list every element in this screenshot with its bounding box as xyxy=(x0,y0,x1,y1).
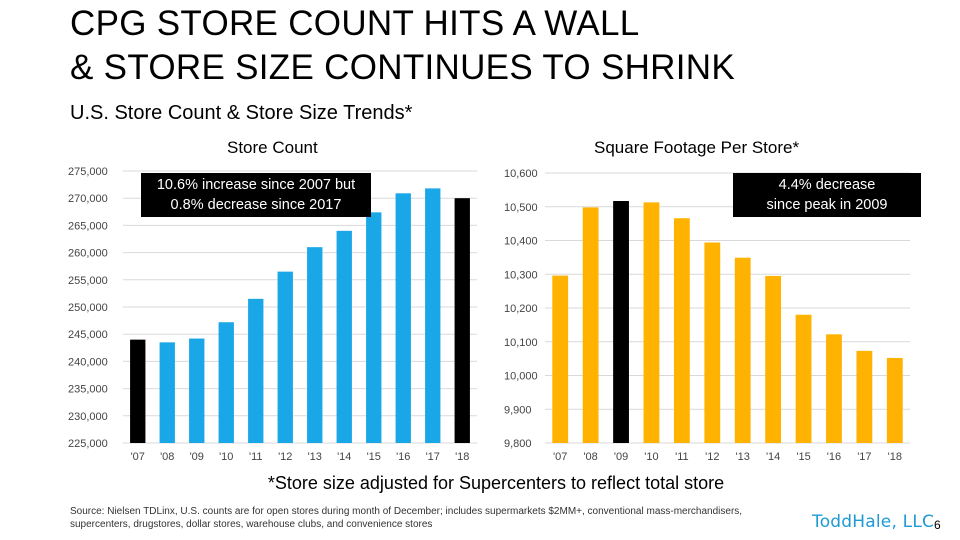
footnote: *Store size adjusted for Supercenters to… xyxy=(267,473,725,493)
store-count-y-tick-label: 245,000 xyxy=(68,329,108,341)
store-count-chart: 225,000 230,000 235,000 240,000 245,000 250,0… xyxy=(68,166,477,463)
square-footage-x-tick-label: '09 xyxy=(614,451,628,463)
store-count-y-tick-label: 260,000 xyxy=(68,248,108,260)
square-footage-x-tick-label: '18 xyxy=(888,451,902,463)
square-footage-y-tick-label: 9,900 xyxy=(504,404,532,416)
store-count-chart-title: Store Count xyxy=(227,138,318,157)
square-footage-x-tick-label: '10 xyxy=(644,451,658,463)
square-footage-bar-4 xyxy=(673,218,690,443)
store-count-x-tick-label: '16 xyxy=(396,451,410,463)
store-count-callout-line1: 10.6% increase since 2007 but xyxy=(156,177,356,193)
square-footage-y-tick-label: 10,200 xyxy=(504,303,538,315)
store-count-bar-7 xyxy=(336,230,352,443)
square-footage-x-tick-label: '16 xyxy=(827,451,841,463)
store-count-bar-3 xyxy=(218,322,234,443)
store-count-bar-11 xyxy=(454,198,470,443)
store-count-x-tick-label: '09 xyxy=(190,451,204,463)
store-count-bar-5 xyxy=(277,271,293,443)
slide-subtitle: U.S. Store Count & Store Size Trends* xyxy=(70,102,413,124)
store-count-x-tick-label: '17 xyxy=(426,451,440,463)
store-count-bar-2 xyxy=(189,338,205,443)
store-count-callout-line2: 0.8% decrease since 2017 xyxy=(170,197,342,213)
store-count-y-tick-label: 240,000 xyxy=(68,356,108,368)
square-footage-callout-line1: 4.4% decrease xyxy=(778,177,876,193)
store-count-y-tick-label: 225,000 xyxy=(68,438,108,450)
store-count-x-tick-label: '15 xyxy=(367,451,381,463)
square-footage-y-tick-label: 10,400 xyxy=(504,236,538,248)
square-footage-bar-5 xyxy=(704,242,721,443)
slide-title-line2: & STORE SIZE CONTINUES TO SHRINK xyxy=(70,48,735,87)
square-footage-bar-0 xyxy=(552,275,569,443)
store-count-x-tick-label: '14 xyxy=(337,451,351,463)
store-count-x-tick-label: '10 xyxy=(219,451,233,463)
square-footage-bar-3 xyxy=(643,202,660,443)
square-footage-chart: 9,800 9,900 10,000 10,100 10,200 10,300 10,400… xyxy=(504,168,910,463)
source-note: Source: Nielsen TDLinx, U.S. counts are … xyxy=(70,506,743,530)
square-footage-y-tick-label: 10,300 xyxy=(504,269,538,281)
store-count-y-tick-label: 275,000 xyxy=(68,166,108,178)
square-footage-callout: 4.4% decrease since peak in 2009 xyxy=(733,173,921,217)
square-footage-x-tick-label: '13 xyxy=(736,451,750,463)
store-count-y-tick-label: 235,000 xyxy=(68,384,108,396)
square-footage-y-tick-label: 10,600 xyxy=(504,168,538,180)
store-count-bar-10 xyxy=(425,188,441,443)
square-footage-bar-8 xyxy=(795,314,812,443)
square-footage-y-tick-label: 10,500 xyxy=(504,202,538,214)
square-footage-x-tick-label: '07 xyxy=(553,451,567,463)
square-footage-y-tick-label: 10,000 xyxy=(504,371,538,383)
square-footage-y-tick-label: 9,800 xyxy=(504,438,532,450)
store-count-x-tick-label: '18 xyxy=(455,451,469,463)
page-number: 6 xyxy=(934,518,941,532)
store-count-x-tick-label: '13 xyxy=(308,451,322,463)
square-footage-x-tick-label: '17 xyxy=(857,451,871,463)
store-count-bar-0 xyxy=(130,339,146,443)
square-footage-bar-6 xyxy=(734,257,751,443)
store-count-x-tick-label: '12 xyxy=(278,451,292,463)
store-count-x-tick-label: '08 xyxy=(160,451,174,463)
square-footage-bar-7 xyxy=(765,275,782,443)
store-count-bar-6 xyxy=(307,247,323,443)
square-footage-x-tick-label: '14 xyxy=(766,451,780,463)
square-footage-x-tick-label: '08 xyxy=(583,451,597,463)
store-count-y-tick-label: 255,000 xyxy=(68,275,108,287)
store-count-callout: 10.6% increase since 2007 but 0.8% decre… xyxy=(141,173,371,217)
square-footage-callout-line2: since peak in 2009 xyxy=(766,197,888,213)
square-footage-bar-2 xyxy=(613,201,629,443)
store-count-y-tick-label: 265,000 xyxy=(68,220,108,232)
square-footage-bar-9 xyxy=(826,334,842,443)
store-count-y-tick-label: 230,000 xyxy=(68,411,108,423)
store-count-y-tick-label: 250,000 xyxy=(68,302,108,314)
square-footage-chart-title: Square Footage Per Store* xyxy=(594,138,800,157)
store-count-x-tick-label: '07 xyxy=(131,451,145,463)
store-count-bar-1 xyxy=(159,342,175,443)
square-footage-bar-10 xyxy=(856,350,873,443)
square-footage-x-tick-label: '12 xyxy=(705,451,719,463)
store-count-y-tick-label: 270,000 xyxy=(68,193,108,205)
store-count-bar-8 xyxy=(366,212,382,443)
store-count-x-tick-label: '11 xyxy=(249,451,263,463)
square-footage-bar-11 xyxy=(886,357,903,443)
slide-title: CPG STORE COUNT HITS A WALL & STORE SIZE… xyxy=(70,2,735,90)
square-footage-bar-1 xyxy=(582,207,599,443)
square-footage-y-tick-label: 10,100 xyxy=(504,337,538,349)
store-count-bar-4 xyxy=(248,298,264,443)
company-logo: ToddHale, LLC xyxy=(812,512,935,532)
slide-title-line1: CPG STORE COUNT HITS A WALL xyxy=(70,4,640,43)
square-footage-x-tick-label: '11 xyxy=(675,451,689,463)
square-footage-x-tick-label: '15 xyxy=(796,451,810,463)
store-count-bar-9 xyxy=(395,193,411,443)
